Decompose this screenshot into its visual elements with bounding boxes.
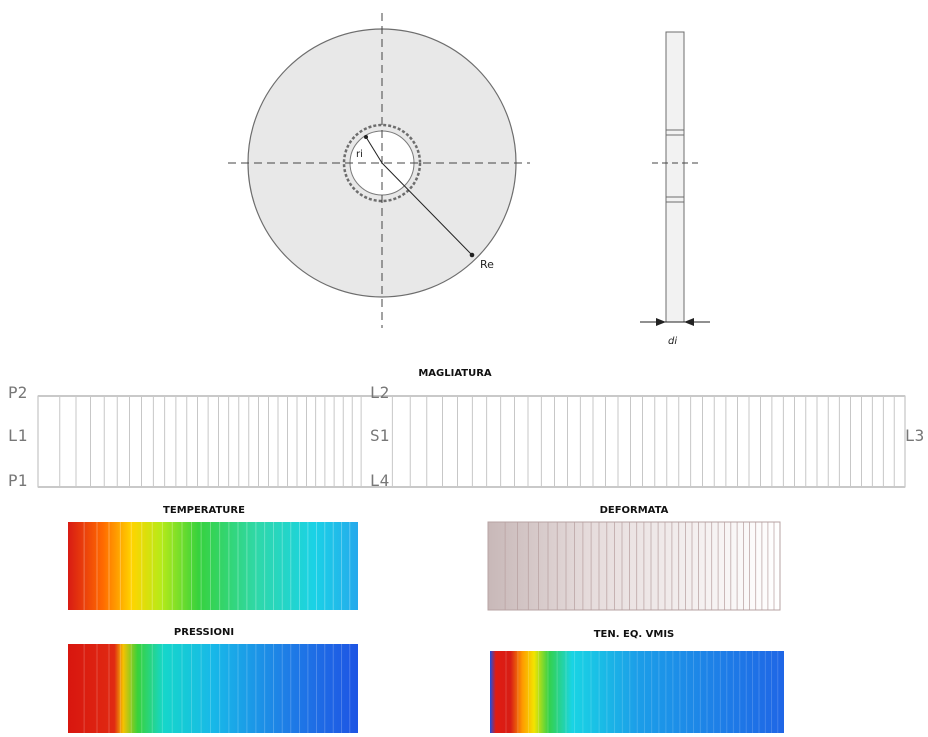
mesh-label-l1: L1: [8, 426, 27, 445]
stress-mesh-lines: [505, 651, 779, 733]
deformed-title: DEFORMATA: [600, 505, 669, 516]
ri-radius-dot: [364, 135, 368, 139]
re-label: Re: [480, 258, 494, 271]
pressure-panel: [68, 644, 358, 733]
mesh-label-l2: L2: [370, 383, 389, 402]
right-arrow-icon: [684, 318, 694, 326]
mesh-strip: [37, 395, 906, 488]
deformed-panel: [487, 521, 781, 611]
mesh-label-l3: L3: [905, 426, 924, 445]
re-radius-line: [381, 162, 473, 256]
deformed-mesh-lines: [504, 522, 775, 610]
pressure-field: [68, 644, 358, 733]
left-arrow-icon: [656, 318, 666, 326]
mesh-label-l4: L4: [370, 471, 389, 490]
mesh-frame: [37, 395, 906, 488]
stress-panel: [490, 651, 784, 733]
thickness-label: di: [668, 336, 677, 347]
stress-title: TEN. EQ. VMIS: [594, 629, 675, 640]
disk-front-view: ri Re: [228, 13, 530, 328]
side-profile: [665, 31, 685, 323]
pressure-mesh-lines: [83, 644, 351, 733]
mesh-element-lines: [59, 397, 895, 486]
mesh-label-p1: P1: [8, 471, 27, 490]
mesh-title: MAGLIATURA: [418, 368, 492, 379]
stress-field: [490, 651, 784, 733]
deformed-field: [487, 521, 781, 611]
ri-label: ri: [356, 149, 363, 160]
temperature-mesh-lines: [83, 522, 351, 610]
mesh-label-p2: P2: [8, 383, 27, 402]
mesh-label-s1: S1: [370, 426, 389, 445]
ri-radius-line: [365, 136, 383, 164]
temperature-title: TEMPERATURE: [163, 505, 245, 516]
pressure-title: PRESSIONI: [174, 627, 234, 638]
re-radius-dot: [469, 252, 475, 258]
temperature-panel: [68, 522, 358, 610]
disk-side-view: di: [640, 31, 710, 347]
temperature-field: [68, 522, 358, 610]
